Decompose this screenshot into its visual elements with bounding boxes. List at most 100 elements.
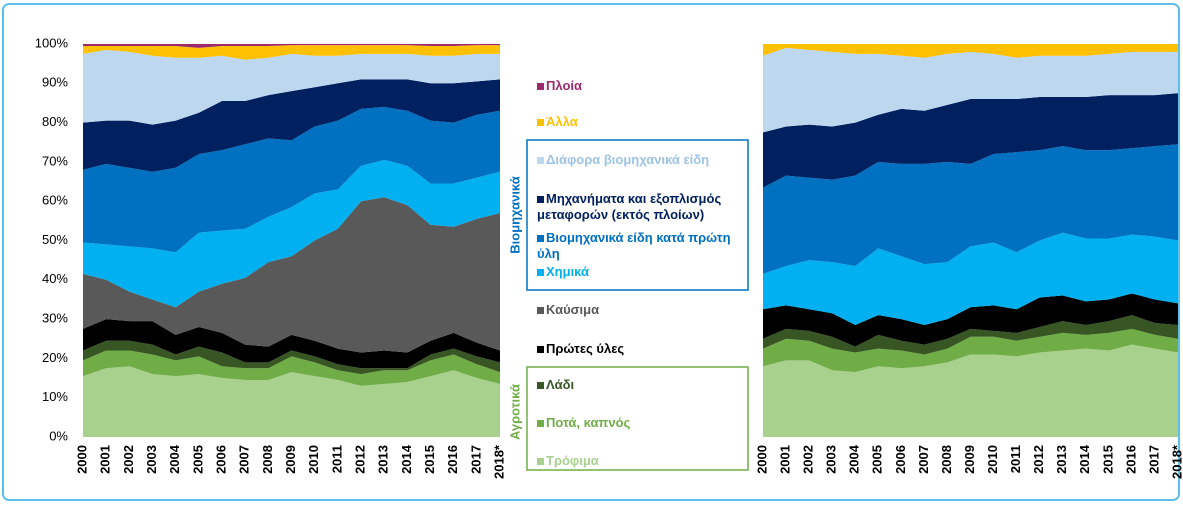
x-tick-label: 2011 <box>329 445 344 473</box>
area <box>763 47 1178 133</box>
area <box>763 315 1178 355</box>
frame <box>2 3 1180 501</box>
area <box>763 293 1178 347</box>
y-tick-label: 50% <box>42 232 68 247</box>
legend-label: Μηχανήματα και εξοπλισμός μεταφορών (εκτ… <box>537 191 722 222</box>
x-tick-label: 2007 <box>916 445 931 474</box>
x-tick-label: 2018* <box>491 444 506 479</box>
legend-swatch <box>537 83 544 90</box>
legend-item: Διάφορα βιομηχανικά είδη <box>537 152 737 168</box>
area <box>83 44 500 48</box>
legend-item: Βιομηχανικά είδη κατά πρώτη ύλη <box>537 230 737 262</box>
y-tick-label: 80% <box>42 114 68 129</box>
x-tick-label: 2014 <box>399 444 414 474</box>
legend-item: Πρώτες ύλες <box>537 341 737 357</box>
legend-label: Άλλα <box>546 114 578 129</box>
area <box>763 328 1178 373</box>
x-tick-label: 2013 <box>376 445 391 474</box>
legend-item: Χημικά <box>537 264 737 280</box>
legend-label: Λάδι <box>546 377 575 392</box>
x-tick-label: 2012 <box>352 445 367 474</box>
legend-group-label: Αγροτικά <box>507 384 522 440</box>
x-tick-label: 2001 <box>98 445 113 474</box>
x-tick-label: 2015 <box>1100 445 1115 474</box>
x-tick-label: 2017 <box>1146 445 1161 474</box>
x-tick-label: 2000 <box>754 445 769 474</box>
legend-swatch <box>537 420 544 427</box>
x-tick-label: 2006 <box>213 445 228 474</box>
x-tick-label: 2002 <box>801 445 816 474</box>
x-tick-label: 2003 <box>144 445 159 474</box>
x-tick-label: 2009 <box>962 445 977 474</box>
y-tick-label: 10% <box>42 389 68 404</box>
x-tick-label: 2016 <box>445 445 460 474</box>
x-tick-label: 2010 <box>985 445 1000 474</box>
legend-label: Διάφορα βιομηχανικά είδη <box>546 152 710 167</box>
x-tick-label: 2015 <box>422 445 437 474</box>
x-tick-label: 2017 <box>468 445 483 474</box>
area <box>763 232 1178 325</box>
y-tick-label: 70% <box>42 153 68 168</box>
x-tick-label: 2008 <box>260 445 275 474</box>
area <box>83 159 500 308</box>
area <box>83 79 500 172</box>
legend-item: Καύσιμα <box>537 302 737 318</box>
x-tick-label: 2001 <box>777 445 792 474</box>
legend-swatch <box>537 235 544 242</box>
x-tick-label: 2005 <box>190 445 205 474</box>
area <box>83 45 500 60</box>
x-tick-label: 2003 <box>824 445 839 474</box>
y-tick-label: 20% <box>42 350 68 365</box>
x-tick-label: 2012 <box>1031 445 1046 474</box>
legend-item: Πλοία <box>537 78 737 94</box>
legend-item: Ποτά, καπνός <box>537 415 737 431</box>
x-tick-label: 2006 <box>893 445 908 474</box>
area <box>763 93 1178 188</box>
area <box>83 106 500 253</box>
x-tick-label: 2013 <box>1054 445 1069 474</box>
legend-label: Πρώτες ύλες <box>546 341 625 356</box>
x-tick-label: 2002 <box>121 445 136 474</box>
group-box <box>526 139 749 291</box>
area <box>763 144 1178 274</box>
legend-label: Τρόφιμα <box>546 453 599 468</box>
area <box>83 350 500 386</box>
x-tick-label: 2008 <box>939 445 954 474</box>
legend-item: Άλλα <box>537 114 737 130</box>
legend-label: Καύσιμα <box>546 302 600 317</box>
legend-swatch <box>537 458 544 465</box>
area <box>83 49 500 125</box>
area <box>83 197 500 353</box>
legend-label: Βιομηχανικά είδη κατά πρώτη ύλη <box>537 230 731 261</box>
y-tick-label: 40% <box>42 271 68 286</box>
legend-item: Λάδι <box>537 377 737 393</box>
legend-swatch <box>537 269 544 276</box>
x-tick-label: 2010 <box>306 445 321 474</box>
legend-label: Πλοία <box>546 78 583 93</box>
legend-label: Ποτά, καπνός <box>546 415 631 430</box>
legend-swatch <box>537 307 544 314</box>
legend-item: Τρόφιμα <box>537 453 737 469</box>
legend-swatch <box>537 196 544 203</box>
legend-swatch <box>537 382 544 389</box>
x-tick-label: 2009 <box>283 445 298 474</box>
y-tick-label: 60% <box>42 193 68 208</box>
legend-swatch <box>537 346 544 353</box>
x-tick-label: 2018* <box>1169 444 1183 479</box>
x-tick-label: 2004 <box>167 444 182 474</box>
y-tick-label: 90% <box>42 75 68 90</box>
area <box>763 344 1178 437</box>
legend-label: Χημικά <box>546 264 589 279</box>
x-tick-label: 2005 <box>870 445 885 474</box>
y-tick-label: 100% <box>35 35 69 50</box>
x-tick-label: 2014 <box>1077 444 1092 474</box>
area <box>83 340 500 375</box>
x-tick-label: 2000 <box>74 445 89 474</box>
area <box>83 366 500 437</box>
legend-swatch <box>537 157 544 164</box>
x-tick-label: 2011 <box>1008 445 1023 473</box>
legend-group-label: Βιομηχανικά <box>507 176 522 254</box>
x-tick-label: 2016 <box>1123 445 1138 474</box>
